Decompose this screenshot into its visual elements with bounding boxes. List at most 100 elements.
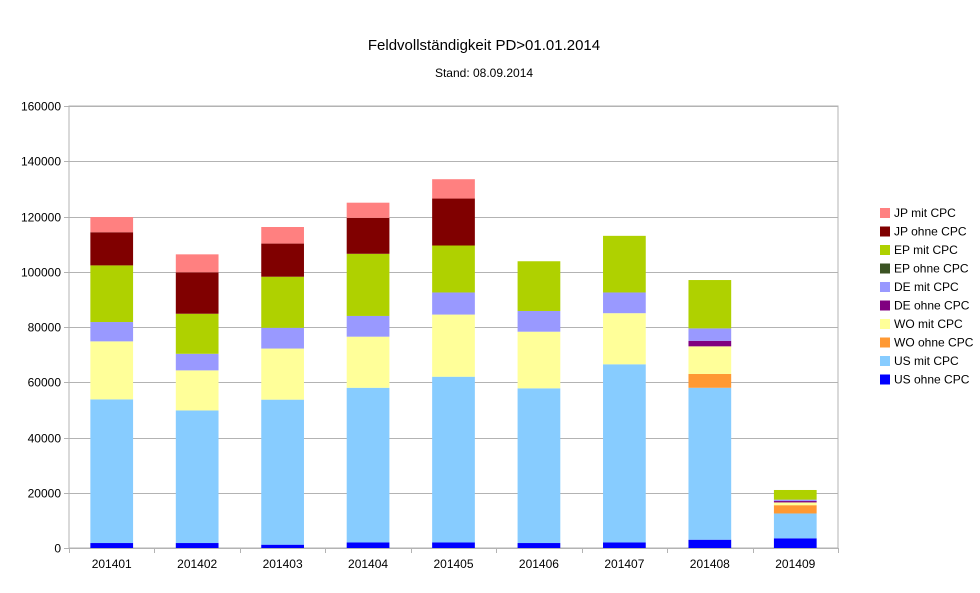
x-tick-label: 201405	[433, 557, 473, 571]
bar-segment-jp-mit-cpc	[261, 226, 304, 244]
bar-segment-us-ohne-cpc	[175, 543, 219, 548]
legend-label: DE ohne CPC	[894, 299, 970, 313]
bar-segment-wo-ohne-cpc	[688, 373, 732, 388]
legend-label: US mit CPC	[894, 354, 959, 368]
legend-swatch	[880, 282, 890, 292]
y-tick-label: 40000	[28, 432, 62, 446]
bar-segment-de-mit-cpc	[773, 499, 817, 502]
y-tick-label: 60000	[28, 376, 62, 390]
bar-segment-ep-mit-cpc	[603, 235, 646, 293]
bar-segment-wo-mit-cpc	[175, 370, 219, 411]
legend-swatch	[880, 226, 890, 237]
bar-segment-jp-ohne-cpc	[432, 198, 475, 246]
bar-segment-jp-ohne-cpc	[175, 272, 219, 314]
bar-segment-wo-mit-cpc	[773, 502, 817, 506]
bar-segment-us-mit-cpc	[346, 387, 390, 543]
bar-segment-jp-mit-cpc	[432, 179, 475, 199]
bar-segment-de-ohne-cpc	[688, 340, 732, 347]
bar-segment-us-ohne-cpc	[432, 542, 475, 548]
bar-segment-de-mit-cpc	[688, 328, 732, 341]
bar-segment-jp-ohne-cpc	[261, 243, 304, 277]
bar-segment-de-mit-cpc	[603, 292, 646, 314]
bar-segment-wo-mit-cpc	[517, 331, 561, 389]
bar-segment-de-mit-cpc	[517, 310, 561, 332]
legend-swatch	[880, 263, 890, 274]
bar-segment-ep-mit-cpc	[773, 489, 817, 500]
bar-segment-us-mit-cpc	[432, 376, 475, 543]
x-tick-label: 201408	[690, 557, 730, 571]
bar-segment-ep-mit-cpc	[261, 276, 304, 328]
chart-title: Feldvollständigkeit PD>01.01.2014	[368, 37, 600, 54]
bar-segment-us-ohne-cpc	[773, 538, 817, 548]
y-axis-ticks: 0 20000 40000 60000 80000 100000 120000 140000 1…	[21, 100, 61, 556]
legend-swatch	[880, 208, 890, 218]
bar-segment-us-ohne-cpc	[261, 544, 304, 548]
x-axis-ticks: 201401 201402 201403 201404 201405 201406 2014…	[92, 557, 816, 571]
bar-segment-wo-mit-cpc	[432, 314, 475, 377]
bar-segment-wo-mit-cpc	[261, 348, 304, 400]
legend: JP mit CPC JP ohne CPC EP mit CPC EP ohne C…	[880, 206, 974, 387]
bar-segment-us-ohne-cpc	[346, 542, 390, 548]
bar-segment-us-mit-cpc	[603, 364, 646, 543]
bar-segment-ep-mit-cpc	[432, 245, 475, 293]
legend-swatch	[880, 245, 890, 255]
bar-segment-jp-ohne-cpc	[90, 232, 134, 266]
legend-label: US ohne CPC	[894, 373, 970, 387]
legend-swatch	[880, 356, 890, 366]
bar-segment-us-ohne-cpc	[90, 543, 134, 548]
y-tick-label: 120000	[21, 211, 61, 225]
bar-segment-us-mit-cpc	[688, 387, 732, 540]
bar-segment-wo-mit-cpc	[90, 341, 134, 400]
bar-segment-ep-mit-cpc	[517, 261, 561, 311]
x-tick-label: 201407	[604, 557, 644, 571]
legend-swatch	[880, 319, 890, 329]
y-tick-label: 80000	[28, 321, 62, 335]
legend-label: EP mit CPC	[894, 243, 958, 257]
bar-segment-jp-mit-cpc	[346, 202, 390, 218]
legend-label: DE mit CPC	[894, 280, 959, 294]
y-tick-label: 20000	[28, 487, 62, 501]
x-tick-label: 201403	[263, 557, 303, 571]
bar-segment-us-ohne-cpc	[517, 543, 561, 548]
bar-segment-de-mit-cpc	[261, 327, 304, 349]
chart-subtitle: Stand: 08.09.2014	[435, 66, 533, 80]
legend-swatch	[880, 300, 890, 311]
bar-segment-de-ohne-cpc	[773, 501, 817, 503]
x-tick-label: 201402	[177, 557, 217, 571]
x-tick-label: 201401	[92, 557, 132, 571]
y-tick-label: 100000	[21, 266, 61, 280]
bar-segment-jp-mit-cpc	[175, 254, 219, 273]
bar-segment-ep-mit-cpc	[175, 313, 219, 354]
bar-segment-us-mit-cpc	[175, 410, 219, 544]
bar-segment-us-mit-cpc	[90, 399, 134, 544]
bar-segment-jp-mit-cpc	[90, 217, 134, 233]
bar-segment-us-mit-cpc	[261, 399, 304, 545]
bar-segment-de-mit-cpc	[175, 353, 219, 371]
legend-label: JP ohne CPC	[894, 225, 967, 239]
bar-segment-ep-mit-cpc	[346, 253, 390, 316]
x-tick-label: 201406	[519, 557, 559, 571]
bar-segment-jp-ohne-cpc	[346, 217, 390, 254]
bar-segment-us-mit-cpc	[517, 388, 561, 544]
legend-label: JP mit CPC	[894, 206, 956, 220]
bar-segment-de-mit-cpc	[90, 322, 134, 342]
bar-segment-de-mit-cpc	[432, 292, 475, 315]
x-tick-label: 201409	[775, 557, 815, 571]
bar-segment-wo-ohne-cpc	[773, 505, 817, 514]
axes	[64, 106, 839, 553]
bar-segment-wo-mit-cpc	[688, 346, 732, 374]
legend-label: WO mit CPC	[894, 317, 963, 331]
bar-segment-de-mit-cpc	[346, 315, 390, 337]
bar-segment-us-ohne-cpc	[688, 539, 732, 548]
legend-label: WO ohne CPC	[894, 336, 974, 350]
legend-swatch	[880, 337, 890, 348]
y-tick-label: 140000	[21, 155, 61, 169]
bar-segment-wo-mit-cpc	[346, 336, 390, 388]
bar-segment-ep-mit-cpc	[688, 280, 732, 329]
bar-segment-us-ohne-cpc	[603, 542, 646, 548]
y-tick-label: 0	[54, 542, 61, 556]
bar-segment-wo-mit-cpc	[603, 313, 646, 365]
legend-label: EP ohne CPC	[894, 262, 969, 276]
